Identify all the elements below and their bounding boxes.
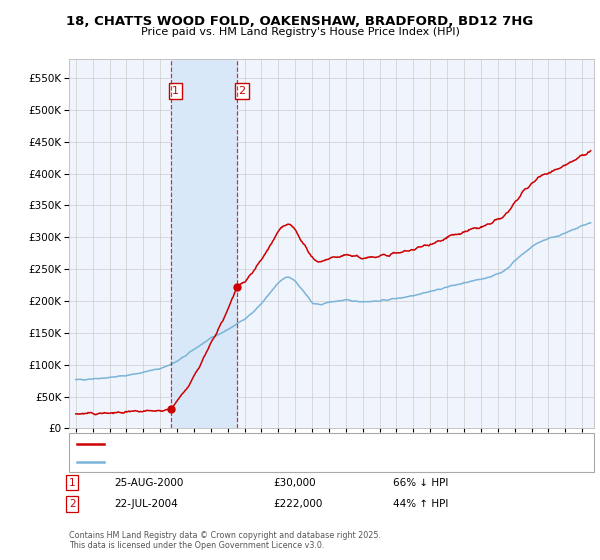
Text: 25-AUG-2000: 25-AUG-2000 bbox=[114, 478, 184, 488]
Bar bbox=[171, 59, 237, 428]
Text: £30,000: £30,000 bbox=[273, 478, 316, 488]
Text: £222,000: £222,000 bbox=[273, 499, 322, 509]
Text: 22-JUL-2004: 22-JUL-2004 bbox=[114, 499, 178, 509]
Text: Contains HM Land Registry data © Crown copyright and database right 2025.
This d: Contains HM Land Registry data © Crown c… bbox=[69, 530, 381, 550]
Text: 1: 1 bbox=[172, 86, 179, 96]
Text: 44% ↑ HPI: 44% ↑ HPI bbox=[393, 499, 448, 509]
Text: 2: 2 bbox=[238, 86, 245, 96]
Text: Price paid vs. HM Land Registry's House Price Index (HPI): Price paid vs. HM Land Registry's House … bbox=[140, 27, 460, 37]
Text: 18, CHATTS WOOD FOLD, OAKENSHAW, BRADFORD, BD12 7HG (detached house): 18, CHATTS WOOD FOLD, OAKENSHAW, BRADFOR… bbox=[109, 440, 494, 449]
Text: 18, CHATTS WOOD FOLD, OAKENSHAW, BRADFORD, BD12 7HG: 18, CHATTS WOOD FOLD, OAKENSHAW, BRADFOR… bbox=[67, 15, 533, 27]
Text: 66% ↓ HPI: 66% ↓ HPI bbox=[393, 478, 448, 488]
Text: 1: 1 bbox=[69, 478, 76, 488]
Text: 2: 2 bbox=[69, 499, 76, 509]
Text: HPI: Average price, detached house, Bradford: HPI: Average price, detached house, Brad… bbox=[109, 458, 326, 466]
